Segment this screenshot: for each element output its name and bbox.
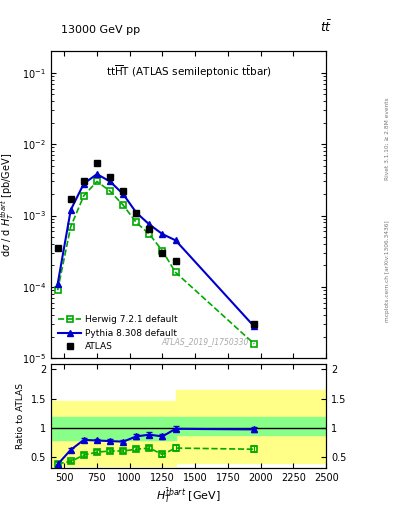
Herwig 7.2.1 default xyxy=(134,220,139,226)
Herwig 7.2.1 default xyxy=(173,269,178,275)
ATLAS xyxy=(147,226,152,232)
Pythia 8.308 default xyxy=(68,207,73,213)
Pythia 8.308 default xyxy=(95,171,99,177)
Pythia 8.308 default xyxy=(252,324,257,330)
Line: Herwig 7.2.1 default: Herwig 7.2.1 default xyxy=(55,178,257,347)
Pythia 8.308 default xyxy=(173,237,178,243)
Pythia 8.308 default xyxy=(121,191,125,197)
ATLAS xyxy=(252,321,257,327)
ATLAS xyxy=(95,160,99,166)
Herwig 7.2.1 default xyxy=(252,341,257,347)
ATLAS xyxy=(81,178,86,184)
ATLAS xyxy=(55,245,60,251)
Text: Rivet 3.1.10; ≥ 2.8M events: Rivet 3.1.10; ≥ 2.8M events xyxy=(385,97,389,180)
ATLAS xyxy=(108,174,112,180)
Pythia 8.308 default xyxy=(81,181,86,187)
Y-axis label: d$\sigma$ / d $H_T^{\bar{t}bart}$ [pb/GeV]: d$\sigma$ / d $H_T^{\bar{t}bart}$ [pb/Ge… xyxy=(0,153,17,257)
Herwig 7.2.1 default xyxy=(160,248,165,254)
Legend: Herwig 7.2.1 default, Pythia 8.308 default, ATLAS: Herwig 7.2.1 default, Pythia 8.308 defau… xyxy=(55,312,181,354)
X-axis label: $H_T^{\bar{t}bart}$ [GeV]: $H_T^{\bar{t}bart}$ [GeV] xyxy=(156,486,221,505)
ATLAS xyxy=(173,258,178,264)
Pythia 8.308 default xyxy=(55,281,60,287)
Herwig 7.2.1 default xyxy=(55,287,60,293)
Pythia 8.308 default xyxy=(134,209,139,216)
ATLAS xyxy=(134,209,139,216)
Text: tt$\overline{\rm H}$T (ATLAS semileptonic t$\bar{\rm t}$bar): tt$\overline{\rm H}$T (ATLAS semileptoni… xyxy=(106,63,272,80)
ATLAS xyxy=(160,250,165,256)
Pythia 8.308 default xyxy=(147,221,152,227)
Pythia 8.308 default xyxy=(108,178,112,184)
Text: 13000 GeV pp: 13000 GeV pp xyxy=(61,25,140,35)
Text: ATLAS_2019_I1750330: ATLAS_2019_I1750330 xyxy=(162,337,249,346)
Text: $t\bar{t}$: $t\bar{t}$ xyxy=(320,19,332,35)
Herwig 7.2.1 default xyxy=(95,178,99,184)
Line: ATLAS: ATLAS xyxy=(54,159,258,328)
Herwig 7.2.1 default xyxy=(68,224,73,230)
Herwig 7.2.1 default xyxy=(121,202,125,208)
Herwig 7.2.1 default xyxy=(147,231,152,237)
Pythia 8.308 default xyxy=(160,231,165,237)
Y-axis label: Ratio to ATLAS: Ratio to ATLAS xyxy=(16,383,25,449)
Herwig 7.2.1 default xyxy=(108,188,112,194)
Line: Pythia 8.308 default: Pythia 8.308 default xyxy=(55,171,257,330)
ATLAS xyxy=(68,196,73,202)
Herwig 7.2.1 default xyxy=(81,193,86,199)
ATLAS xyxy=(121,188,125,194)
Text: mcplots.cern.ch [arXiv:1306.3436]: mcplots.cern.ch [arXiv:1306.3436] xyxy=(385,221,389,322)
